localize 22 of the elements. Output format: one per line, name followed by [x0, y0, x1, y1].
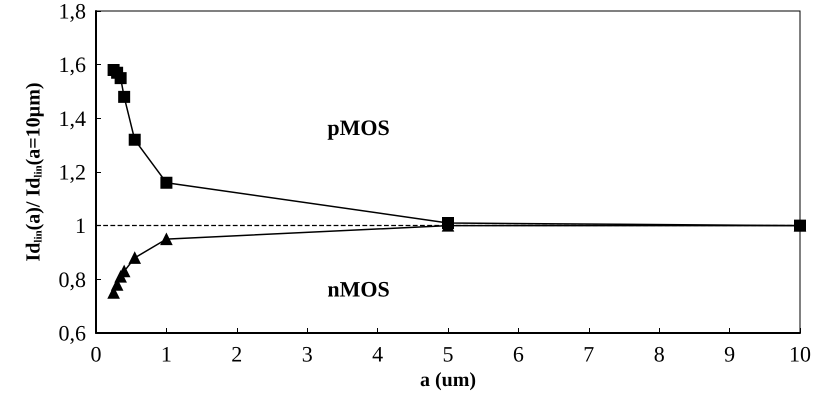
x-tick-label: 9: [724, 342, 736, 366]
y-tick-label: 1,4: [58, 106, 86, 131]
text: pMOS: [327, 115, 390, 140]
y-tick-label: 1,8: [58, 0, 86, 24]
y-tick-label: 1,6: [58, 52, 86, 78]
x-axis-title: a (um): [420, 368, 476, 391]
y-tick-label: 0,8: [58, 266, 86, 292]
x-tick-label: 5: [442, 342, 454, 366]
x-tick-label: 7: [583, 342, 594, 366]
x-tick-label: 0: [90, 342, 102, 366]
x-tick-label: 2: [231, 342, 242, 366]
text: nMOS: [327, 276, 390, 302]
x-tick-label: 1: [160, 342, 172, 366]
y-tick-label: 1,2: [58, 160, 86, 184]
x-tick-label: 4: [372, 342, 384, 366]
x-tick-label: 8: [654, 342, 665, 366]
y-tick-label: 1: [75, 213, 86, 238]
x-tick-label: 10: [789, 342, 811, 366]
y-axis-title: Idlin(a)/ Idlin(a=10µm): [22, 82, 44, 262]
x-tick-label: 3: [302, 342, 313, 366]
y-tick-label: 0,6: [58, 320, 86, 346]
x-tick-label: 6: [512, 342, 524, 366]
